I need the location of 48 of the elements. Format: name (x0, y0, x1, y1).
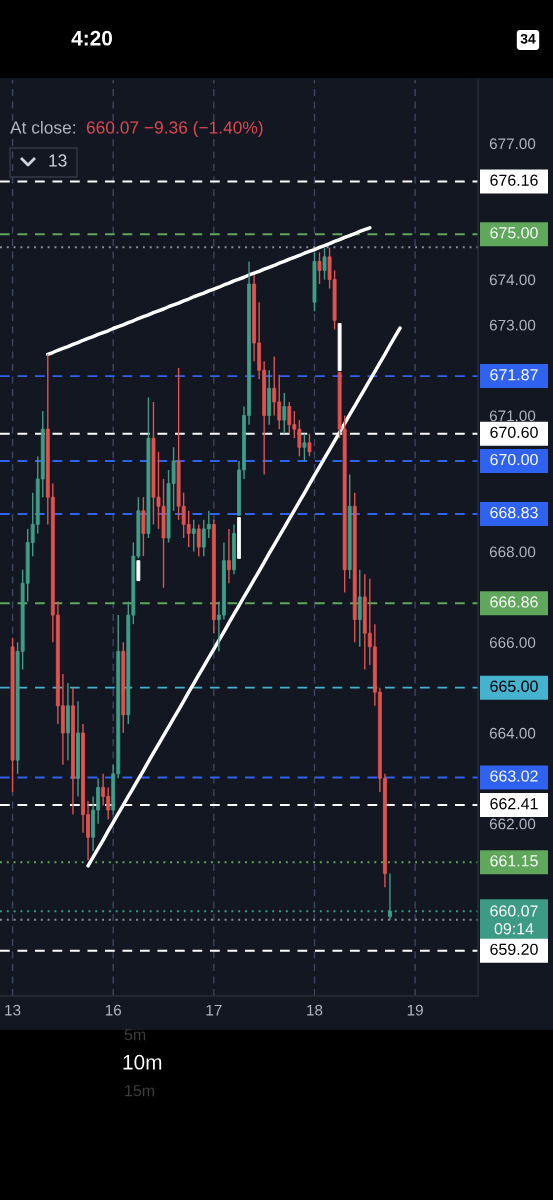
ref-line-label: 661.15 (490, 855, 538, 867)
y-tick-label: 673.00 (489, 319, 536, 331)
y-tick-label: 668.00 (489, 546, 536, 558)
candlestick (307, 433, 312, 458)
x-tick-label: 18 (307, 1004, 323, 1016)
y-tick-label: 677.00 (489, 138, 536, 150)
y-tick-label: 666.00 (489, 637, 536, 648)
x-tick-label: 17 (206, 1004, 222, 1016)
ref-line-label: 662.41 (490, 798, 538, 810)
text: 5m (124, 1029, 146, 1041)
candlestick (196, 523, 201, 557)
x-tick-label: 16 (105, 1004, 122, 1016)
candlestick (101, 773, 106, 807)
ref-line-label: 670.00 (490, 453, 538, 466)
x-tick-label: 13 (5, 1004, 21, 1016)
ref-line-label: 670.60 (490, 426, 538, 438)
annotation: 660.07 −9.36 (−1.40%) (86, 120, 263, 138)
candlestick (322, 247, 327, 281)
y-tick-label: 662.00 (489, 818, 536, 830)
ref-line-label: 676.16 (490, 174, 538, 186)
candlestick (357, 569, 362, 648)
ref-line-label: 666.86 (490, 596, 538, 608)
ref-line-label: 659.20 (490, 943, 538, 955)
candlestick (272, 355, 277, 417)
text: 34 (520, 33, 536, 44)
text: 4:20 (71, 30, 112, 46)
y-tick-label: 671.00 (489, 410, 536, 422)
line-series (46, 226, 372, 357)
ref-line-label: 663.02 (490, 770, 538, 782)
candlestick (302, 433, 307, 462)
annotation: 13 (49, 154, 67, 167)
y-tick-label: 664.00 (489, 727, 536, 739)
ref-line-label: 660.07 09:14 (490, 905, 538, 935)
text: 15m (125, 1085, 155, 1097)
candlestick (317, 251, 322, 285)
candlestick (191, 519, 196, 553)
ref-line-label: 668.83 (490, 506, 538, 519)
candlestick (282, 392, 287, 435)
x-tick-label: 19 (407, 1004, 423, 1016)
candlestick (141, 496, 146, 557)
candlestick (136, 559, 141, 582)
annotation: At close: (10, 120, 75, 134)
ref-line-label: 665.00 (490, 680, 538, 692)
ref-line-label: 671.87 (490, 369, 538, 381)
y-tick-label: 674.00 (489, 274, 536, 286)
text: 10m (123, 1054, 162, 1070)
candlestick (227, 528, 231, 585)
ref-line-label: 675.00 (490, 227, 538, 239)
